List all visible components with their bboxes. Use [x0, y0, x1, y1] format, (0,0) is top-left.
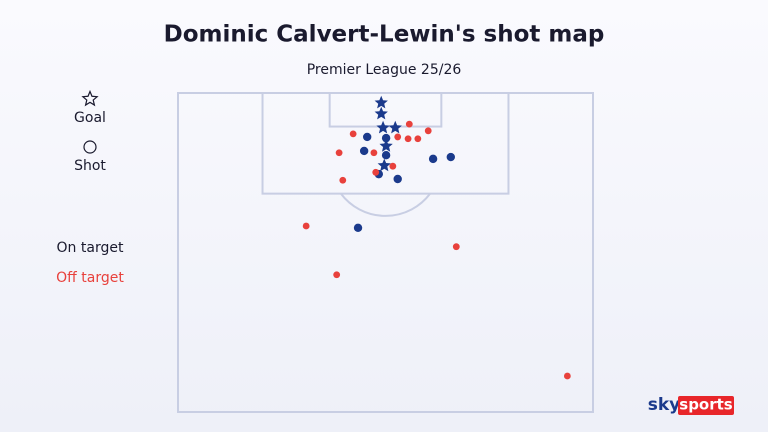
legend-marker-label: Shot: [74, 158, 106, 174]
logo: sky sports: [648, 395, 734, 415]
shot-marker: [563, 372, 571, 380]
logo-sky: sky: [648, 395, 681, 415]
goal-marker: [374, 106, 388, 120]
shots: [302, 95, 571, 380]
shot-marker: [381, 133, 391, 143]
logo-box: [678, 396, 734, 415]
legend-label: On target: [57, 240, 124, 256]
legend-label: Off target: [56, 270, 124, 286]
shot-marker: [335, 149, 343, 157]
shot-marker: [372, 168, 380, 176]
logo-sports: sports: [679, 396, 733, 414]
legend: Goal Shot On target Off target: [56, 89, 124, 286]
shot-marker: [452, 243, 460, 251]
legend-marker-label: Goal: [74, 110, 106, 126]
legend-star: [81, 89, 99, 107]
shot-marker: [389, 162, 397, 170]
shot-marker: [446, 152, 456, 162]
shot-marker: [302, 222, 310, 230]
shot-marker: [424, 127, 432, 135]
shot-marker: [428, 154, 438, 164]
shot-marker: [359, 146, 369, 156]
goal-marker: [377, 158, 391, 172]
goal-marker: [379, 139, 393, 152]
shot-marker: [393, 174, 402, 184]
chart-subtitle: Premier League 25/26: [307, 62, 462, 78]
shot-marker: [381, 151, 391, 160]
chart-title: Dominic Calvert-Lewin's shot map: [164, 22, 605, 48]
goal-marker: [376, 120, 390, 134]
shot-marker: [339, 176, 347, 184]
shot-marker: [370, 149, 378, 157]
shot-marker: [349, 130, 357, 138]
shot-marker: [404, 135, 412, 143]
goal-marker: [388, 120, 402, 134]
shot-marker: [333, 271, 341, 279]
goal-marker: [374, 95, 388, 109]
shot-marker: [405, 120, 413, 128]
legend-circle: [83, 140, 97, 154]
penalty-arc: [340, 193, 431, 217]
shot-marker: [353, 223, 363, 232]
shot-marker: [362, 132, 372, 142]
shot-marker: [414, 135, 422, 143]
pitch: [177, 92, 594, 413]
shot-marker: [394, 133, 402, 141]
six-yard-box: [328, 92, 443, 128]
